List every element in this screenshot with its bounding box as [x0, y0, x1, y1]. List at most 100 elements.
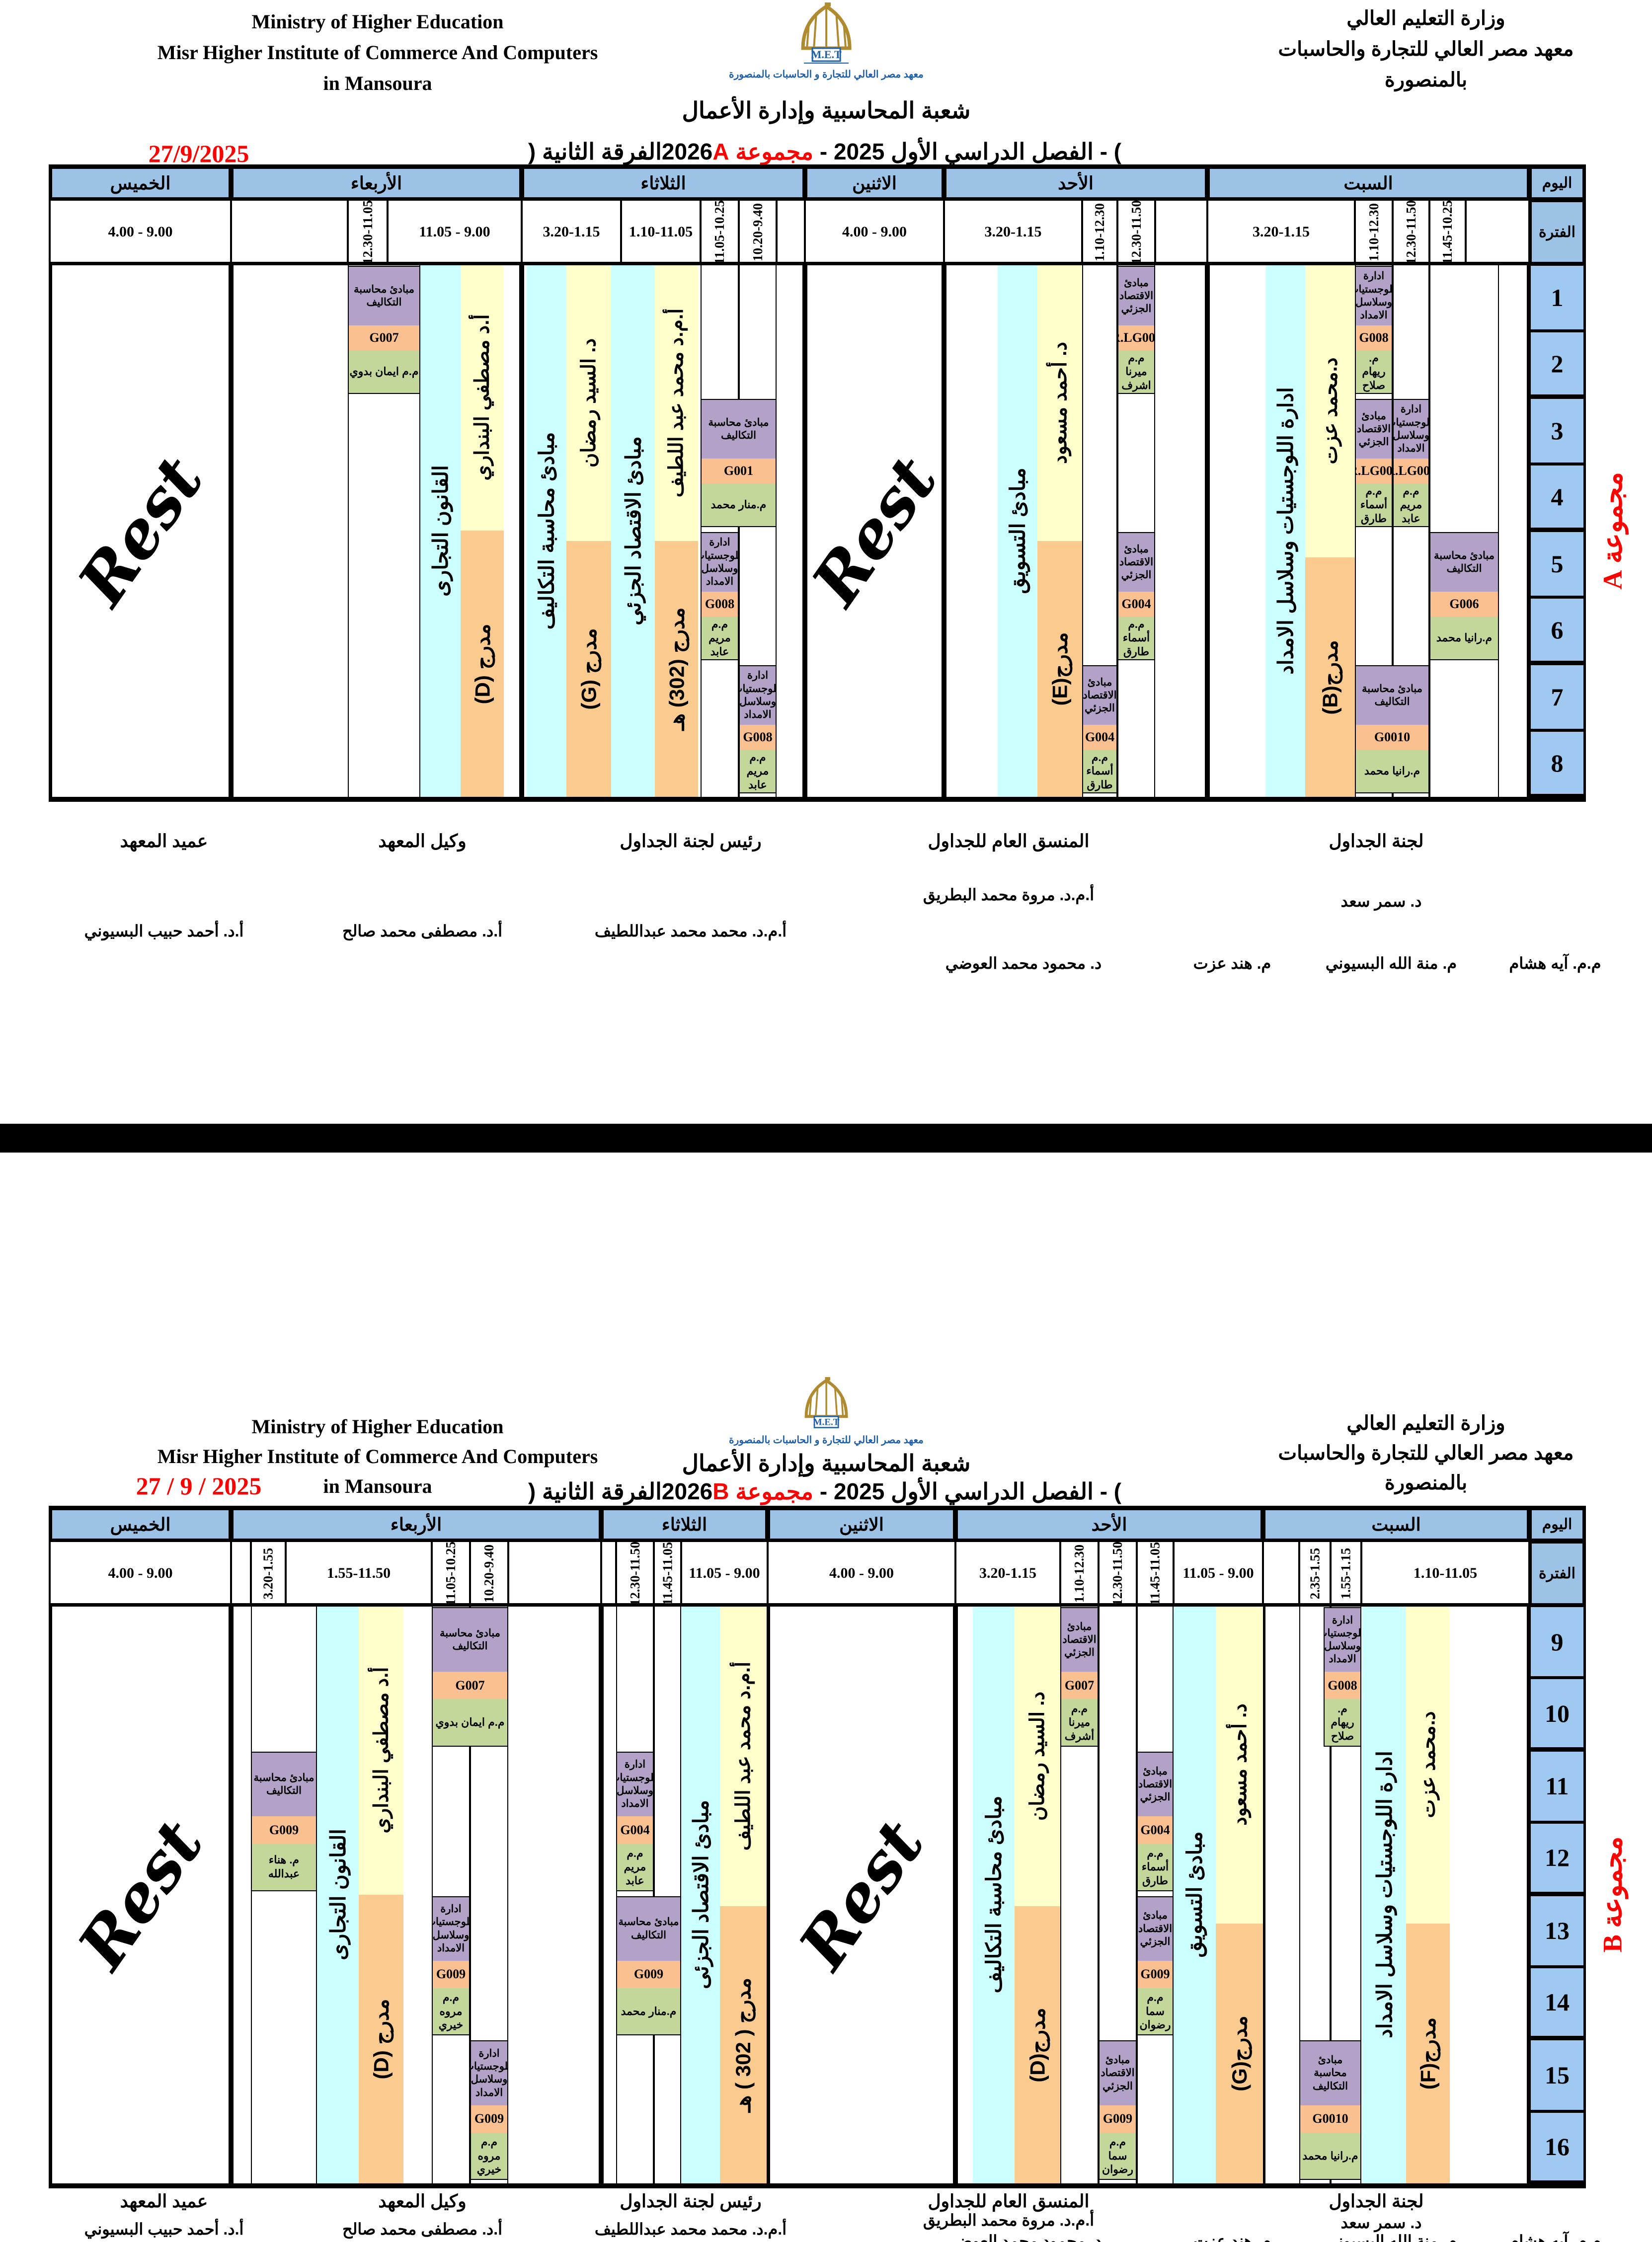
institute-line-ar: معهد مصر العالي للتجارة والحاسبات [1278, 38, 1574, 60]
day-header-2: الثلاثاء [601, 1508, 768, 1541]
schedule-date-2: 27 / 9 / 2025 [136, 1472, 262, 1500]
hall-band: مدرج (D) [359, 1895, 403, 2183]
day-header-4: الأحد [955, 1508, 1263, 1541]
day-header-3: الاثنين [768, 1508, 955, 1541]
city-line-en: in Mansoura [323, 72, 432, 94]
lecture-subject: مبادئ الاقتصاد الجزئى [689, 1800, 712, 1989]
time-slot-label: 3.20-1.15 [543, 224, 600, 240]
section-column [1299, 1606, 1331, 2183]
time-slot: 12.30-11.50 [616, 1541, 654, 1606]
block-room: G004 [1083, 724, 1116, 750]
section-column [1331, 1606, 1361, 2183]
time-slot: 2.35-1.55 [1299, 1541, 1331, 1606]
department-title: شعبة المحاسبية وإدارة الأعمال [682, 97, 971, 123]
period-cell: 5 [1529, 531, 1585, 597]
day-header-1: الأربعاء [231, 166, 522, 200]
period-cell: 4 [1529, 464, 1585, 531]
time-slot-label: 3.20-1.15 [984, 224, 1042, 240]
block-assistant: م.منار محمد [702, 483, 776, 526]
time-slot [231, 200, 348, 264]
lecturer-name: أ.د مصطفي البنداري [370, 1667, 393, 1834]
block-assistant: م.م مروه خيري [471, 2132, 507, 2179]
group-side-label: مجموعة B [1553, 1837, 1652, 1953]
committee-member-3: م.م. آيه هشام [1509, 954, 1601, 972]
lecturer-band: د. أحمد مسعود [1037, 264, 1082, 541]
hall-name: مدرج ( 302 ) هـ [731, 1977, 755, 2112]
block-room: R.LG002 [1356, 458, 1392, 484]
time-slot: 4.00 - 9.00 [805, 200, 944, 264]
coordinator2-name: د. محمود محمد العوضي [945, 954, 1102, 972]
section-column [470, 1606, 508, 2183]
schedule-head-name-2: أ.م.د. محمد محمد عبداللطيف [594, 2220, 787, 2238]
hall-name: مدرج(D) [1025, 2007, 1049, 2083]
block-room: G009 [617, 1960, 680, 1988]
block-assistant: م.م أسماء طارق [1118, 617, 1154, 659]
time-slot [508, 1541, 601, 1606]
block-subject: ادارة اللوجستيات وسلاسل الامداد [433, 1897, 469, 1961]
class-block: مبادئ محاسبة التكاليف G007 م.م ايمان بدوي [432, 1607, 508, 1747]
hall-name: مدرج(F) [1416, 2017, 1440, 2090]
time-slot-label: 3.20-1.15 [979, 1565, 1036, 1581]
lecturer-name: د.محمد عزت [1417, 1711, 1439, 1818]
class-block: مبادئ الاقتصاد الجزئي G004 م.م أسماء طارق [1117, 532, 1155, 660]
committee-lead-name: د. سمر سعد [1340, 892, 1422, 910]
class-block: مبادئ الاقتصاد الجزئي G007 م.م ميرنا أشرف [1060, 1607, 1099, 1747]
hall-band: مدرج(E) [1037, 541, 1082, 797]
ministry-line-ar-2: وزارة التعليم العالي [1346, 1412, 1505, 1434]
time-slot: 12.30-11.50 [1117, 200, 1155, 264]
block-subject: مبادئ الاقتصاد الجزئي [1356, 400, 1392, 459]
block-room: G007 [1061, 1672, 1098, 1700]
period-cell: 2 [1529, 331, 1585, 397]
block-subject: مبادئ محاسبة التكاليف [252, 1752, 316, 1817]
section-column [1393, 264, 1429, 797]
timetable-group-a: الخميس 4.00 - 9.00 Rest الأربعاء 12.30-11.05… [49, 164, 1627, 802]
city-line-ar: بالمنصورة [1384, 69, 1468, 91]
section-column [1137, 1606, 1174, 2183]
lecture-subject: ادارة اللوجستيات وسلاسل الامداد [1372, 1751, 1396, 2038]
block-assistant: م.م ايمان بدوي [433, 1699, 507, 1746]
page-title: ) - الفصل الدراسي الأول 2025 - 2026مجموع… [528, 138, 1121, 165]
hall-band: مدرج(B) [1305, 557, 1355, 797]
section-column [1117, 264, 1155, 797]
time-slot: 11.05-10.25 [432, 1541, 470, 1606]
time-slot-label: 12.30-11.50 [627, 1541, 642, 1606]
day-header-5: السبت [1207, 166, 1529, 200]
block-subject: ادارة اللوجستيات وسلاسل الامداد [702, 533, 738, 592]
class-block: مبادئ محاسبة التكاليف G007 م.م ايمان بدوي [348, 266, 420, 394]
committee-member-2-2: م. منة الله البسيوني [1325, 2232, 1457, 2242]
lecturer-band: أ.م.د محمد عبد اللطيف [655, 264, 698, 541]
lecturer-name: د. السيد رمضان [1026, 1691, 1049, 1821]
time-slot: 3.20-1.15 [955, 1541, 1060, 1606]
block-assistant: م.رانيا محمد [1430, 617, 1498, 659]
title-pre: الفرقة الثانية ( [528, 139, 662, 164]
block-subject: مبادئ محاسبة التكاليف [702, 400, 776, 459]
time-slot: 12.30-11.50 [1393, 200, 1429, 264]
time-slot: 12.30-11.05 [348, 200, 388, 264]
block-room: G004 [617, 1816, 653, 1844]
block-room: R.LG005 [1118, 325, 1154, 351]
block-subject: مبادئ محاسبة التكاليف [1356, 666, 1428, 725]
coordinator-name: أ.م.د. مروة محمد البطريق [923, 886, 1095, 904]
dome-logo-icon: M.E.T [801, 2, 852, 64]
vice-dean-title: وكيل المعهد [378, 831, 467, 851]
block-subject: ادارة اللوجستيات وسلاسل الامداد [1394, 400, 1428, 459]
time-slot [1466, 200, 1529, 264]
time-slot: 11.45-10.25 [1429, 200, 1466, 264]
period-cell: 3 [1529, 397, 1585, 464]
time-slot-label: 1.10-11.05 [629, 224, 693, 240]
day-header-0: الخميس [50, 1508, 231, 1541]
hall-band: مدرج(G) [1216, 1924, 1263, 2183]
committee-member-3-2: م.م. آيه هشام [1509, 2232, 1601, 2242]
time-slot-label: 1.10-12.30 [1072, 1544, 1087, 1603]
time-slot [601, 1541, 616, 1606]
title-post-2: ) - الفصل الدراسي الأول 2025 - 2026 [661, 1478, 1122, 1504]
title-post: ) - الفصل الدراسي الأول 2025 - 2026 [661, 139, 1122, 164]
block-subject: مبادئ محاسبة التكاليف [349, 267, 419, 325]
time-slot-label: 3.20-1.55 [260, 1547, 276, 1599]
block-subject: ادارة اللوجستيات وسلاسل الامداد [617, 1752, 653, 1817]
rest-cell: Rest [768, 1606, 955, 2183]
hall-band: مدرج (302) هـ [655, 541, 698, 797]
rest-label: Rest [784, 1806, 939, 1983]
vice-dean-name: أ.د. مصطفى محمد صالح [342, 922, 503, 940]
